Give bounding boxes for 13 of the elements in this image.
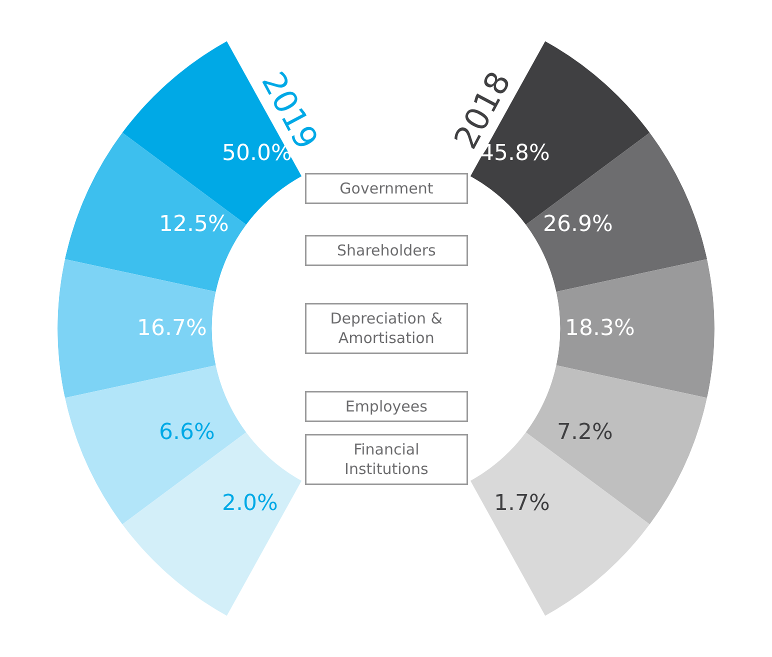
data-label: 7.2% <box>557 420 613 445</box>
category-label: Shareholders <box>336 242 436 260</box>
data-label: 2.0% <box>222 491 278 516</box>
category-label: Government <box>340 180 434 198</box>
category-label: Employees <box>345 398 428 416</box>
data-label: 18.3% <box>565 316 635 341</box>
data-label: 16.7% <box>137 316 207 341</box>
data-label: 6.6% <box>159 420 215 445</box>
data-label: 1.7% <box>494 491 550 516</box>
data-label: 26.9% <box>543 212 613 237</box>
category-label: Depreciation & Amortisation <box>330 310 443 347</box>
category-label: Financial Institutions <box>344 440 428 478</box>
data-label: 12.5% <box>159 212 229 237</box>
